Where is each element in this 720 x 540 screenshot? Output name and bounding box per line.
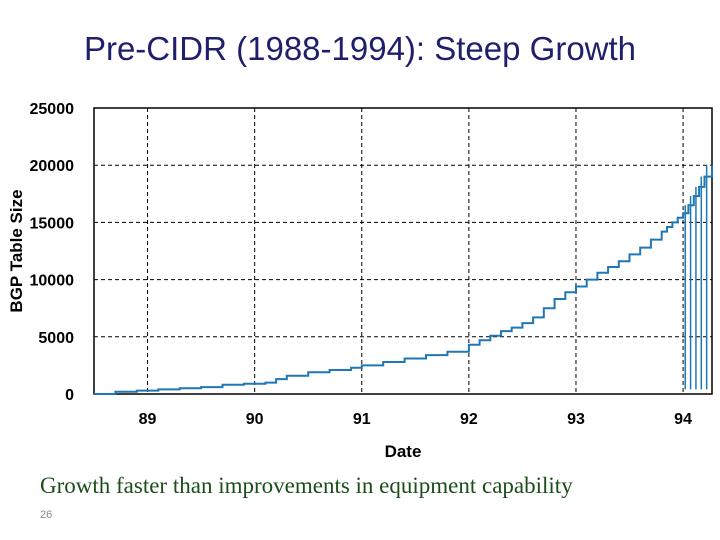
slide-title: Pre-CIDR (1988-1994): Steep Growth (83, 30, 637, 67)
y-axis-label: BGP Table Size (7, 189, 26, 312)
y-tick-label: 0 (65, 387, 74, 404)
y-tick-label: 5000 (38, 330, 74, 347)
slide-number: 26 (40, 509, 53, 521)
tick-labels: 0 5000 10000 15000 20000 25000 89 90 91 92 93 94 (30, 101, 693, 428)
y-tick-label: 15000 (30, 215, 75, 232)
x-axis-label: Date (385, 442, 422, 461)
plot-frame (93, 107, 713, 395)
series-layer (94, 165, 713, 395)
x-tick-label: 91 (353, 411, 371, 428)
x-tick-label: 93 (567, 411, 585, 428)
x-tick-label: 90 (246, 411, 264, 428)
y-tick-label: 10000 (30, 273, 75, 290)
x-tick-label: 94 (674, 411, 692, 428)
y-tick-label: 20000 (30, 158, 75, 175)
x-tick-label: 92 (460, 411, 478, 428)
x-tick-label: 89 (139, 411, 157, 428)
slide-caption: Growth faster than improvements in equip… (40, 473, 573, 498)
bgp-chart: 0 5000 10000 15000 20000 25000 89 90 91 92 93 94 Da… (7, 101, 713, 461)
series-line-bgp-table-size (94, 165, 713, 395)
y-tick-label: 25000 (30, 101, 75, 118)
